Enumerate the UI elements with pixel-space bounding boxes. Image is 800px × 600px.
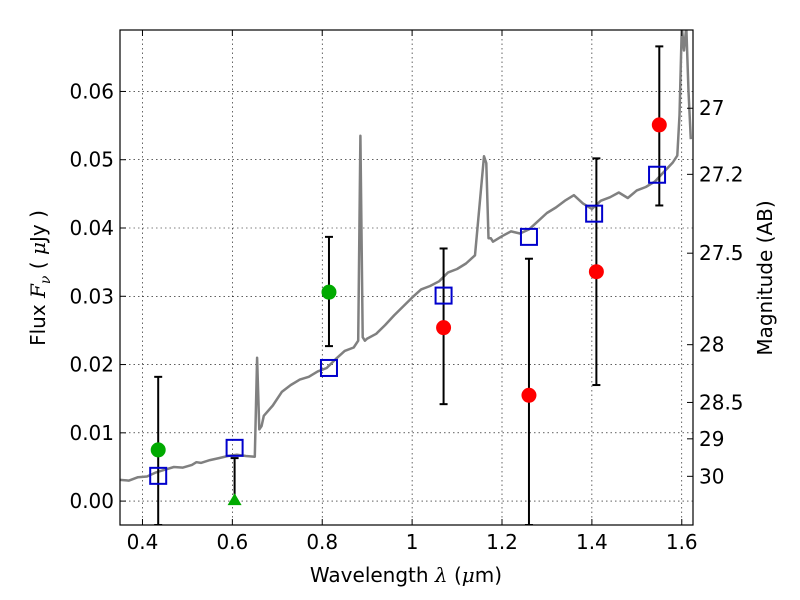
mag-tick-label: 28 (699, 333, 724, 357)
red-data-point (651, 117, 667, 133)
model-photometry-point (225, 438, 244, 457)
model-photometry-point (319, 358, 338, 377)
grid-lines (120, 30, 693, 525)
upper-limit-point (227, 493, 242, 506)
x-tick-label: 1.2 (486, 530, 518, 554)
x-tick-label: 1.6 (666, 530, 698, 554)
axes-ticks: 0.4 0.6 0.8 1 1.2 1.4 1.6 0.00 0.01 0.02 0.03 0.04 0… (69, 30, 744, 554)
red-data-point (588, 264, 604, 280)
y-tick-label: 0.01 (69, 421, 114, 445)
y2-axis-label: Magnitude (AB) (753, 200, 777, 355)
x-tick-label: 0.4 (127, 530, 159, 554)
spectrum-line (120, 30, 693, 482)
plot-frame (119, 29, 694, 526)
mag-tick-label: 27.2 (699, 162, 744, 186)
red-data-point (521, 387, 537, 403)
red-data-point (436, 320, 452, 336)
green-data-point (150, 442, 166, 458)
model-photometry-point (434, 286, 453, 305)
mag-tick-label: 28.5 (699, 390, 744, 414)
mag-tick-label: 27 (699, 96, 724, 120)
y-axis-label: Flux Fν ( μJy ) (26, 210, 54, 346)
mag-tick-label: 29 (699, 427, 724, 451)
x-tick-label: 1 (406, 530, 419, 554)
y-tick-label: 0.04 (69, 216, 114, 240)
y-tick-label: 0.00 (69, 489, 114, 513)
mag-tick-label: 27.5 (699, 241, 744, 265)
x-tick-label: 0.8 (306, 530, 338, 554)
y-tick-label: 0.06 (69, 79, 114, 103)
y-tick-label: 0.02 (69, 353, 114, 377)
mag-tick-label: 30 (699, 464, 724, 488)
y-tick-label: 0.05 (69, 148, 114, 172)
y-tick-label: 0.03 (69, 284, 114, 308)
model-photometry-point (149, 466, 168, 485)
x-axis-label: Wavelength λ (μm) (310, 563, 502, 587)
model-photometry-point (648, 165, 667, 184)
green-data-point (321, 284, 337, 300)
plot-content (120, 30, 693, 525)
x-tick-label: 0.6 (216, 530, 248, 554)
x-tick-label: 1.4 (576, 530, 608, 554)
plot-area (120, 30, 693, 525)
model-photometry-point (585, 204, 604, 223)
model-photometry-point (519, 227, 538, 246)
